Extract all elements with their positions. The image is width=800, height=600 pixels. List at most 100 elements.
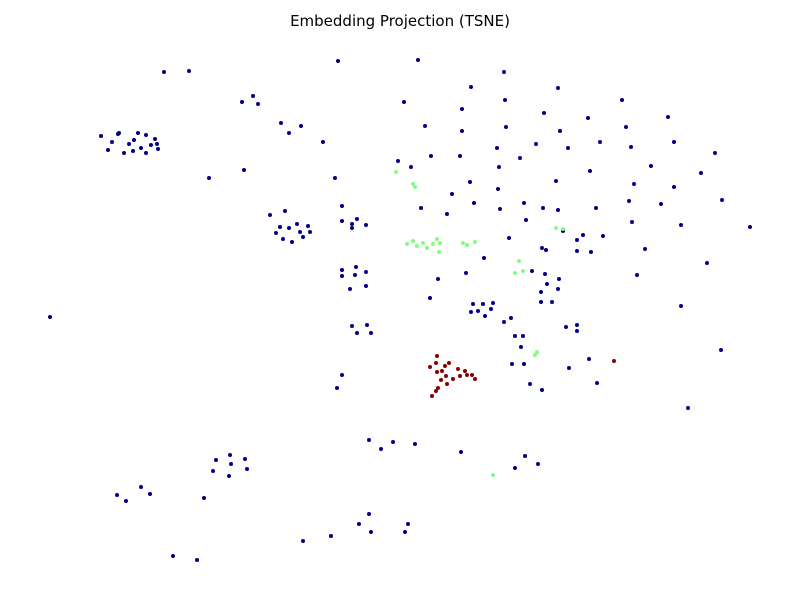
data-point <box>459 450 463 454</box>
data-point <box>627 199 631 203</box>
data-point <box>443 364 447 368</box>
data-point <box>464 271 468 275</box>
data-point <box>473 377 477 381</box>
data-point <box>438 241 442 245</box>
data-point <box>491 473 495 477</box>
data-point <box>156 147 160 151</box>
data-point <box>556 86 560 90</box>
data-point <box>131 149 135 153</box>
data-point <box>632 182 636 186</box>
data-point <box>202 496 206 500</box>
data-point <box>522 201 526 205</box>
data-point <box>110 140 114 144</box>
data-point <box>497 165 501 169</box>
data-point <box>403 530 407 534</box>
data-point <box>115 493 119 497</box>
data-point <box>227 474 231 478</box>
data-point <box>279 121 283 125</box>
data-point <box>672 185 676 189</box>
data-point <box>335 386 339 390</box>
data-point <box>357 522 361 526</box>
data-point <box>566 146 570 150</box>
data-point <box>155 142 159 146</box>
data-point <box>428 365 432 369</box>
data-point <box>540 246 544 250</box>
data-point <box>468 180 472 184</box>
data-point <box>148 492 152 496</box>
data-point <box>436 277 440 281</box>
data-point <box>588 169 592 173</box>
data-point <box>340 219 344 223</box>
data-point <box>355 331 359 335</box>
data-point <box>242 168 246 172</box>
data-point <box>509 316 513 320</box>
data-point <box>504 125 508 129</box>
data-point <box>460 107 464 111</box>
data-point <box>465 373 469 377</box>
data-point <box>522 362 526 366</box>
data-point <box>672 140 676 144</box>
data-point <box>144 133 148 137</box>
data-point <box>251 94 255 98</box>
data-point <box>436 386 440 390</box>
data-point <box>211 469 215 473</box>
data-point <box>649 164 653 168</box>
data-point <box>437 250 441 254</box>
data-point <box>340 204 344 208</box>
data-point <box>587 357 591 361</box>
data-point <box>187 69 191 73</box>
data-point <box>348 287 352 291</box>
series-2 <box>428 354 616 398</box>
data-point <box>171 554 175 558</box>
data-point <box>306 224 310 228</box>
data-point <box>542 111 546 115</box>
data-point <box>748 225 752 229</box>
data-point <box>554 226 558 230</box>
data-point <box>106 148 110 152</box>
data-point <box>162 70 166 74</box>
data-point <box>450 192 454 196</box>
data-point <box>416 58 420 62</box>
data-point <box>290 240 294 244</box>
data-point <box>336 59 340 63</box>
data-point <box>463 369 467 373</box>
data-point <box>544 248 548 252</box>
data-point <box>518 156 522 160</box>
data-point <box>496 187 500 191</box>
data-point <box>413 185 417 189</box>
data-point <box>445 382 449 386</box>
data-point <box>321 140 325 144</box>
data-point <box>540 388 544 392</box>
data-point <box>575 323 579 327</box>
data-point <box>301 539 305 543</box>
data-point <box>153 137 157 141</box>
data-point <box>519 345 523 349</box>
data-point <box>409 165 413 169</box>
data-point <box>369 530 373 534</box>
data-point <box>308 230 312 234</box>
data-point <box>458 154 462 158</box>
data-point <box>431 242 435 246</box>
data-point <box>117 131 121 135</box>
data-point <box>713 151 717 155</box>
data-point <box>513 271 517 275</box>
data-point <box>594 206 598 210</box>
data-point <box>287 226 291 230</box>
data-point <box>469 85 473 89</box>
data-point <box>122 151 126 155</box>
data-point <box>561 227 565 231</box>
data-point <box>643 247 647 251</box>
data-point <box>281 237 285 241</box>
data-point <box>367 512 371 516</box>
data-point <box>498 207 502 211</box>
data-point <box>471 302 475 306</box>
data-point <box>534 142 538 146</box>
data-point <box>528 382 532 386</box>
data-point <box>456 367 460 371</box>
data-point <box>139 485 143 489</box>
data-point <box>666 115 670 119</box>
data-point <box>535 350 539 354</box>
data-point <box>139 146 143 150</box>
data-point <box>567 366 571 370</box>
data-point <box>659 202 663 206</box>
